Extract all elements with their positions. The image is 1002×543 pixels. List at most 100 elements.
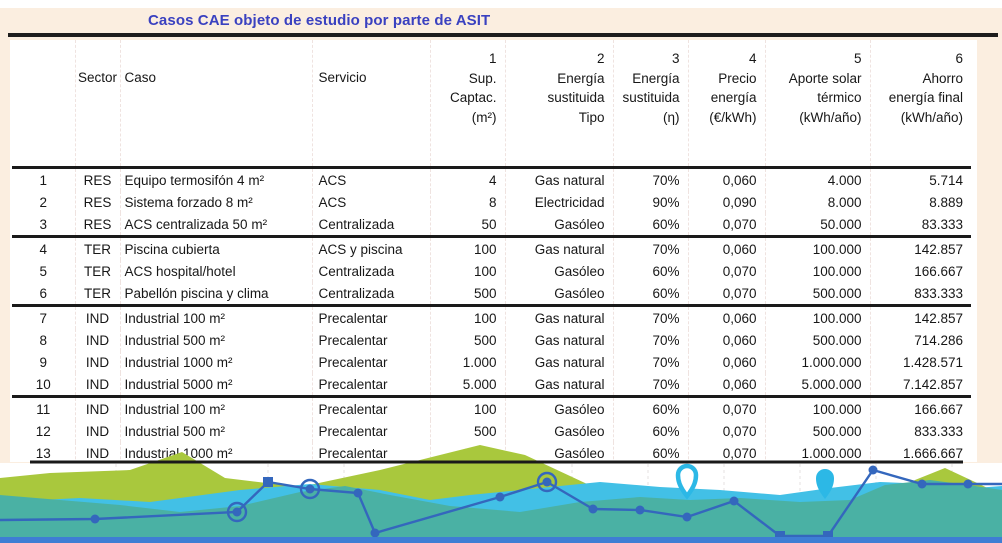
- table-row: 14 IND Industrial 5000 m² Precalentar 5.…: [12, 464, 971, 489]
- cell-ahorro: 142.857: [869, 236, 971, 260]
- cell-num: 13: [35, 445, 51, 461]
- page-title: Casos CAE objeto de estudio por parte de…: [8, 8, 998, 33]
- cell-sup-captac: 500: [429, 282, 505, 307]
- cell-ahorro: 833.333: [869, 420, 971, 442]
- cell-precio: 0,070: [687, 442, 765, 464]
- cell-servicio: Precalentar: [311, 305, 430, 329]
- cell-servicio: ACS: [311, 191, 430, 213]
- cases-table: Sector Caso Servicio 1 Sup. Captac. (m²)…: [12, 40, 971, 489]
- cell-sector: IND: [74, 396, 120, 420]
- cell-ahorro: 166.667: [869, 260, 971, 282]
- cell-sector: IND: [74, 420, 120, 442]
- cell-energia-eta: 60%: [612, 282, 688, 307]
- cell-ahorro: 166.667: [869, 396, 971, 420]
- cell-caso: Industrial 1000 m²: [119, 351, 312, 373]
- cell-precio: 0,070: [687, 464, 765, 489]
- cell-ahorro: 1.666.667: [869, 442, 971, 464]
- cell-sup-captac: 100: [429, 396, 505, 420]
- highlight-ring: [226, 501, 248, 523]
- cell-aporte-solar: 1.000.000: [764, 442, 870, 464]
- cell-sector: TER: [74, 282, 120, 307]
- cell-sector: RES: [74, 191, 120, 213]
- trend-point: [588, 504, 598, 514]
- cell-caso: Industrial 5000 m²: [119, 373, 312, 398]
- cell-num: 10: [12, 373, 75, 398]
- cell-energia-tipo: Gasóleo: [504, 420, 613, 442]
- cell-precio: 0,060: [687, 167, 765, 191]
- cell-aporte-solar: 100.000: [764, 260, 870, 282]
- header-num: [12, 40, 75, 169]
- cyan-wave-shape: [0, 482, 1002, 543]
- table-row: 7 IND Industrial 100 m² Precalentar 100 …: [12, 305, 971, 329]
- cell-precio: 0,070: [687, 213, 765, 238]
- cell-servicio: Precalentar: [311, 329, 430, 351]
- cell-num: 12: [35, 423, 51, 439]
- cell-sector: IND: [74, 442, 120, 464]
- cell-energia-tipo: Gas natural: [504, 305, 613, 329]
- cell-energia-eta: 60%: [612, 442, 688, 464]
- cell-precio: 0,060: [687, 305, 765, 329]
- cell-sup-captac: 5.000: [429, 373, 505, 398]
- cell-precio: 0,060: [687, 351, 765, 373]
- cell-sector: TER: [74, 260, 120, 282]
- cell-energia-tipo: Gas natural: [504, 167, 613, 191]
- cell-aporte-solar: 500.000: [764, 329, 870, 351]
- cell-caso: Pabellón piscina y clima: [119, 282, 312, 307]
- cell-num: 7: [39, 310, 47, 326]
- cell-servicio: ACS y piscina: [311, 236, 430, 260]
- cell-energia-eta: 70%: [612, 329, 688, 351]
- cell-energia-eta: 90%: [612, 191, 688, 213]
- cell-caso: Sistema forzado 8 m²: [119, 191, 312, 213]
- cell-energia-tipo: Gasóleo: [504, 464, 613, 489]
- cell-energia-tipo: Electricidad: [504, 191, 613, 213]
- cell-aporte-solar: 500.000: [764, 282, 870, 307]
- table-row: 2 RES Sistema forzado 8 m² ACS 8 Electri…: [12, 191, 971, 213]
- cell-precio: 0,060: [687, 236, 765, 260]
- table-row: 6 TER Pabellón piscina y clima Centraliz…: [12, 282, 971, 307]
- table-row: 1 RES Equipo termosifón 4 m² ACS 4 Gas n…: [12, 167, 971, 191]
- table-row: 4 TER Piscina cubierta ACS y piscina 100…: [12, 236, 971, 260]
- header-ahorro: 6 Ahorro energía final (kWh/año): [869, 40, 971, 169]
- cell-ahorro: 8.889: [869, 191, 971, 213]
- cell-num: 3: [12, 213, 75, 238]
- cell-aporte-solar: 4.000: [764, 167, 870, 191]
- cell-energia-eta: 60%: [612, 260, 688, 282]
- cell-energia-tipo: Gasóleo: [504, 282, 613, 307]
- cell-energia-eta: 60%: [612, 464, 688, 489]
- cell-sector: IND: [74, 305, 120, 329]
- header-sup-captac: 1 Sup. Captac. (m²): [429, 40, 505, 169]
- cell-caso: ACS centralizada 50 m²: [119, 213, 312, 238]
- cell-sup-captac: 5.000: [429, 464, 505, 489]
- cell-num: 5: [39, 263, 47, 279]
- cell-num: 14: [12, 464, 75, 489]
- cell-energia-eta: 70%: [612, 167, 688, 191]
- cell-energia-tipo: Gasóleo: [504, 396, 613, 420]
- teal-wave-shape: [0, 480, 1002, 543]
- cell-servicio: Centralizada: [311, 282, 430, 307]
- cell-precio: 0,070: [687, 396, 765, 420]
- cell-aporte-solar: 5.000.000: [764, 464, 870, 489]
- table-row: 9 IND Industrial 1000 m² Precalentar 1.0…: [12, 351, 971, 373]
- cell-num: 6: [12, 282, 75, 307]
- table-row: 12 IND Industrial 500 m² Precalentar 500…: [12, 420, 971, 442]
- cell-energia-eta: 70%: [612, 351, 688, 373]
- trend-point: [90, 514, 100, 524]
- cell-sup-captac: 50: [429, 213, 505, 238]
- cell-ahorro: 7.142.857: [869, 373, 971, 398]
- cell-ahorro: 8.333.333: [869, 464, 971, 489]
- table-row: 10 IND Industrial 5000 m² Precalentar 5.…: [12, 373, 971, 398]
- cell-sup-captac: 100: [429, 236, 505, 260]
- cell-ahorro: 1.428.571: [869, 351, 971, 373]
- cell-caso: Piscina cubierta: [119, 236, 312, 260]
- cell-caso: Industrial 500 m²: [119, 329, 312, 351]
- cell-sector: IND: [74, 464, 120, 489]
- cell-sector: TER: [74, 236, 120, 260]
- cell-num: 8: [39, 332, 47, 348]
- trend-point: [682, 512, 692, 522]
- cell-aporte-solar: 500.000: [764, 420, 870, 442]
- header-precio: 4 Precio energía (€/kWh): [687, 40, 765, 169]
- cell-num: 4: [39, 241, 47, 257]
- table-row: 5 TER ACS hospital/hotel Centralizada 10…: [12, 260, 971, 282]
- cell-servicio: Precalentar: [311, 442, 430, 464]
- cell-sector: RES: [74, 213, 120, 238]
